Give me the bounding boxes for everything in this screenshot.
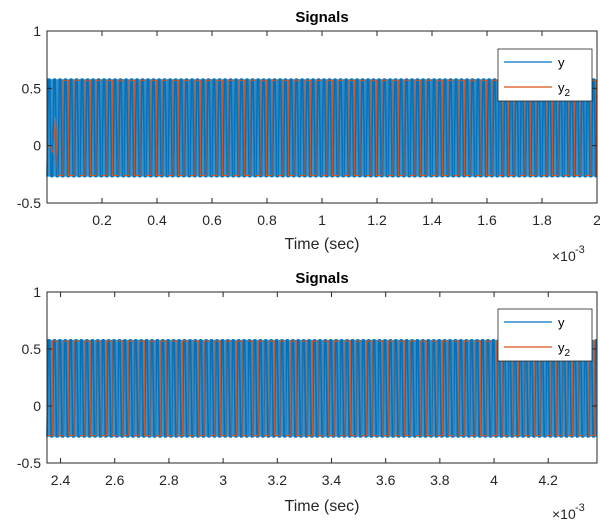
panel-1-y-ticks: -0.5 0 0.5 1 — [17, 23, 597, 211]
panel-1-x-exponent-base: ×10 — [552, 248, 576, 264]
x-tick-label: 1.6 — [477, 212, 497, 228]
panel-2-y-ticks: -0.5 0 0.5 1 — [17, 284, 597, 471]
panel-2-title: Signals — [295, 270, 348, 287]
y-tick-label: 0.5 — [22, 341, 42, 357]
panel-1-title: Signals — [295, 9, 348, 26]
panel-1-legend-box — [497, 48, 593, 102]
panel-2-x-exponent-power: -3 — [575, 502, 585, 514]
panel-1-x-ticks: 0.2 0.4 0.6 0.8 1 1.2 1.4 1.6 1.8 2 — [92, 31, 600, 228]
x-tick-label: 3 — [219, 472, 227, 488]
x-tick-label: 0.4 — [147, 212, 167, 228]
panel-2-x-exponent: ×10 -3 — [552, 502, 585, 522]
x-tick-label: 3.6 — [376, 472, 396, 488]
x-tick-label: 4 — [490, 472, 498, 488]
panel-2: Signals -0.5 0 0.5 1 2.4 2.6 2.8 3 3.2 3.4 3.6 3.8… — [17, 270, 598, 522]
x-tick-label: 4.2 — [538, 472, 558, 488]
panel-2-x-exponent-base: ×10 — [552, 506, 576, 522]
y-tick-label: 1 — [33, 284, 41, 300]
x-tick-label: 3.4 — [322, 472, 342, 488]
panel-2-x-ticks: 2.4 2.6 2.8 3 3.2 3.4 3.6 3.8 4 4.2 — [51, 292, 558, 488]
y-tick-label: 0 — [33, 398, 41, 414]
y-tick-label: 0 — [33, 138, 41, 154]
panel-2-x-label: Time (sec) — [285, 498, 360, 515]
x-tick-label: 1.8 — [532, 212, 552, 228]
panel-2-axes-box — [46, 291, 598, 464]
x-tick-label: 2.4 — [51, 472, 71, 488]
panel-2-legend: y y2 — [497, 308, 593, 362]
panel-2-legend-label-y: y — [558, 315, 565, 330]
y-tick-label: 1 — [33, 23, 41, 39]
x-tick-label: 1.4 — [422, 212, 442, 228]
x-tick-label: 0.8 — [257, 212, 277, 228]
panel-1-series-y2 — [47, 79, 597, 176]
x-tick-label: 3.2 — [268, 472, 288, 488]
x-tick-label: 0.2 — [92, 212, 112, 228]
panel-2-legend-label-y2: y2 — [558, 340, 571, 359]
x-tick-label: 1.2 — [367, 212, 387, 228]
x-tick-label: 1 — [318, 212, 326, 228]
x-tick-label: 3.8 — [430, 472, 450, 488]
panel-1: Signals -0.5 0 0.5 1 0.2 0.4 0.6 0.8 1 1.2 1.4 1.6… — [17, 9, 600, 264]
y-tick-label: -0.5 — [17, 195, 41, 211]
y-tick-label: 0.5 — [22, 80, 42, 96]
x-tick-label: 2.6 — [105, 472, 125, 488]
panel-1-legend: y y2 — [497, 48, 593, 102]
panel-1-x-exponent: ×10 -3 — [552, 244, 585, 264]
x-tick-label: 2 — [593, 212, 600, 228]
panel-1-x-label: Time (sec) — [285, 236, 360, 253]
series-y2-line — [47, 79, 597, 176]
x-tick-label: 2.8 — [159, 472, 179, 488]
x-tick-label: 0.6 — [202, 212, 222, 228]
panel-1-legend-label-y: y — [558, 55, 565, 70]
panel-1-x-exponent-power: -3 — [575, 244, 585, 256]
panel-2-legend-box — [497, 308, 593, 362]
panel-1-legend-label-y2: y2 — [558, 80, 571, 99]
y-tick-label: -0.5 — [17, 455, 41, 471]
